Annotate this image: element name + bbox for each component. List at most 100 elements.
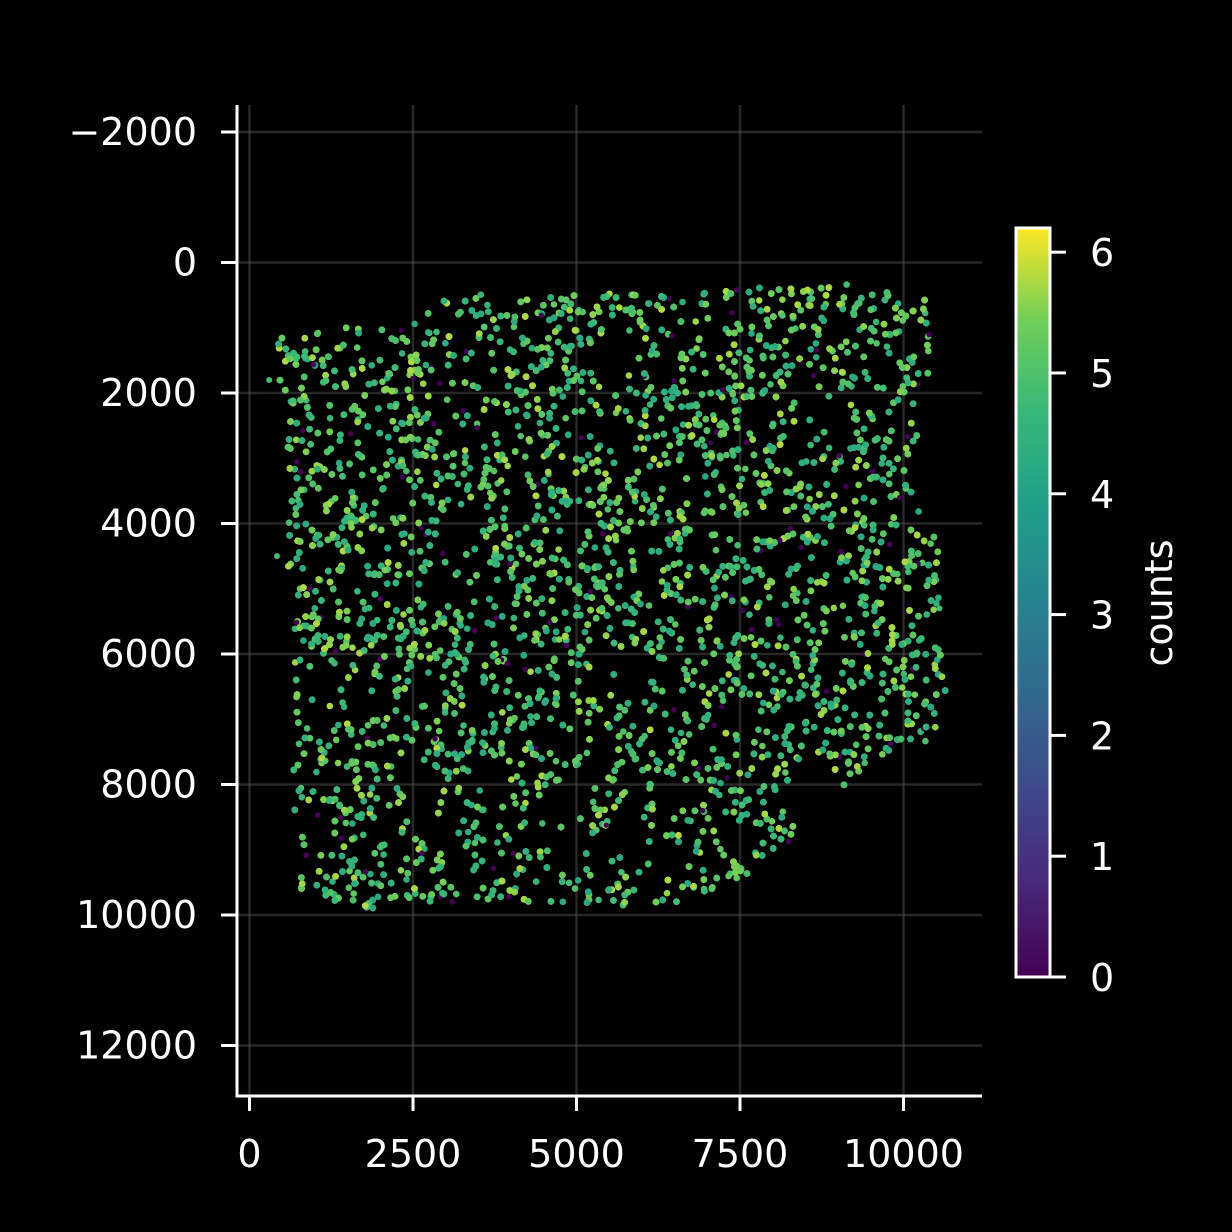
scatter-point: [668, 763, 675, 770]
scatter-point: [789, 592, 797, 599]
scatter-point: [454, 480, 462, 488]
scatter-point: [725, 872, 732, 880]
scatter-point: [399, 474, 405, 480]
scatter-point: [825, 444, 833, 452]
scatter-point: [900, 670, 908, 678]
scatter-point: [782, 337, 789, 345]
scatter-point: [353, 344, 361, 351]
scatter-point: [424, 329, 432, 336]
scatter-point: [443, 396, 451, 404]
scatter-point: [922, 737, 929, 745]
scatter-point: [656, 634, 664, 641]
scatter-point: [755, 726, 762, 733]
scatter-point: [878, 460, 886, 467]
scatter-point: [311, 605, 319, 612]
scatter-point: [461, 447, 469, 454]
scatter-point: [595, 896, 602, 904]
scatter-point: [581, 628, 589, 636]
scatter-point: [367, 870, 374, 878]
scatter-point: [349, 644, 356, 651]
scatter-point: [742, 509, 750, 516]
scatter-point: [432, 481, 440, 489]
scatter-point: [773, 694, 781, 702]
scatter-point: [499, 709, 506, 716]
scatter-point: [539, 820, 546, 827]
scatter-point: [719, 704, 725, 710]
scatter-point: [292, 505, 300, 512]
scatter-point: [932, 723, 939, 731]
scatter-point: [425, 669, 432, 676]
scatter-point: [444, 496, 452, 504]
scatter-point: [295, 740, 303, 748]
scatter-point: [453, 890, 460, 898]
scatter-point: [798, 544, 804, 551]
scatter-point: [689, 681, 696, 688]
scatter-point: [403, 876, 410, 883]
scatter-point: [861, 759, 868, 767]
scatter-point: [477, 291, 485, 299]
scatter-point: [497, 477, 505, 484]
scatter-point: [379, 378, 386, 386]
scatter-point: [935, 594, 942, 602]
scatter-point: [532, 878, 540, 885]
scatter-point: [899, 383, 907, 390]
scatter-point: [522, 799, 529, 807]
scatter-point: [723, 451, 730, 459]
scatter-point: [334, 759, 342, 767]
scatter-point: [807, 441, 814, 449]
scatter-point: [298, 793, 306, 801]
scatter-point: [374, 893, 382, 901]
scatter-point: [422, 361, 430, 369]
scatter-point: [656, 461, 663, 469]
scatter-point: [779, 808, 787, 815]
scatter-point: [760, 699, 767, 707]
scatter-point: [398, 350, 406, 357]
scatter-point: [886, 470, 893, 478]
scatter-point: [591, 544, 599, 551]
scatter-point: [656, 643, 663, 651]
scatter-point: [830, 604, 838, 612]
scatter-point: [933, 600, 940, 607]
scatter-point: [471, 839, 479, 847]
scatter-point: [764, 642, 771, 649]
scatter-point: [618, 868, 625, 876]
scatter-point: [473, 420, 481, 428]
scatter-point: [622, 408, 630, 415]
scatter-point: [435, 727, 443, 735]
scatter-point: [339, 699, 346, 706]
scatter-point: [812, 340, 820, 347]
scatter-point: [696, 765, 702, 771]
scatter-point: [693, 345, 700, 352]
scatter-point: [905, 568, 912, 576]
scatter-point: [734, 541, 741, 549]
scatter-point: [329, 878, 336, 885]
scatter-point: [807, 666, 815, 673]
scatter-point: [476, 787, 484, 794]
scatter-point: [294, 459, 300, 465]
scatter-point: [403, 467, 410, 475]
scatter-point: [748, 330, 755, 337]
scatter-point: [742, 465, 749, 473]
scatter-point: [725, 671, 732, 678]
scatter-point: [767, 381, 774, 388]
scatter-point: [552, 757, 560, 765]
scatter-point: [313, 768, 320, 776]
scatter-point: [755, 297, 763, 304]
scatter-point: [398, 327, 404, 333]
scatter-point: [604, 506, 612, 513]
scatter-point: [527, 668, 534, 675]
scatter-point: [285, 519, 293, 526]
scatter-point: [843, 281, 850, 288]
scatter-point: [776, 622, 782, 628]
scatter-point: [433, 328, 440, 336]
scatter-point: [642, 392, 649, 399]
scatter-point: [907, 673, 915, 680]
scatter-point: [510, 614, 518, 622]
scatter-point: [779, 668, 786, 676]
scatter-point: [616, 304, 623, 311]
scatter-point: [777, 634, 784, 641]
scatter-point: [759, 742, 766, 750]
scatter-point: [463, 625, 471, 632]
scatter-point: [342, 819, 350, 827]
